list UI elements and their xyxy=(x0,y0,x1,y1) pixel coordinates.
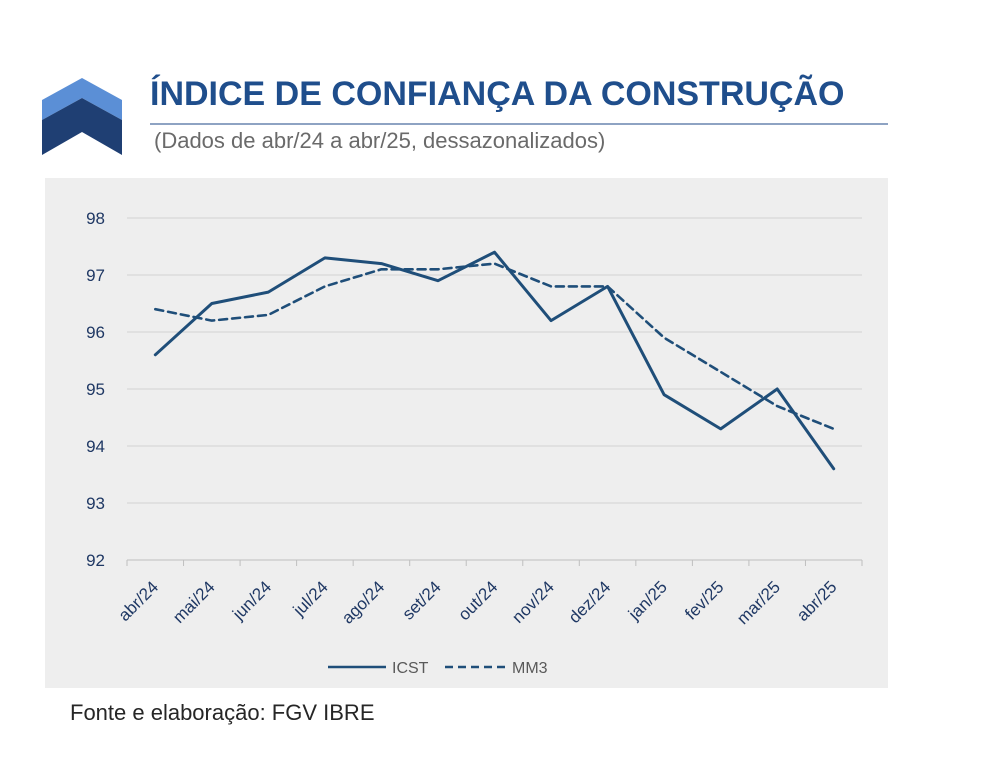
y-tick-label: 92 xyxy=(86,551,105,570)
y-tick-label: 93 xyxy=(86,494,105,513)
title-divider xyxy=(150,123,888,125)
x-tick-label: ago/24 xyxy=(338,577,388,627)
x-tick-label: set/24 xyxy=(399,577,445,623)
legend-label-icst: ICST xyxy=(392,660,429,677)
y-tick-label: 97 xyxy=(86,266,105,285)
x-tick-label: abr/24 xyxy=(115,577,163,625)
x-axis-labels: abr/24 mai/24 jun/24 jul/24 ago/24 set/24 out/… xyxy=(115,577,841,628)
x-tick-label: dez/24 xyxy=(565,577,615,627)
series-lines xyxy=(153,250,836,471)
series-line-mm3 xyxy=(154,262,835,431)
x-tick-label: fev/25 xyxy=(681,577,727,623)
chart-area: 92 93 94 95 96 97 98 abr/24 mai/24 jun/24 jul/24 a… xyxy=(45,178,888,688)
x-tick-label: nov/24 xyxy=(508,577,558,627)
y-tick-label: 98 xyxy=(86,209,105,228)
chevron-logo-icon xyxy=(42,78,122,156)
gridlines xyxy=(126,217,863,566)
x-tick-label: jun/24 xyxy=(228,577,275,624)
logo-dark-chevron xyxy=(42,98,122,155)
x-tick-label: jul/24 xyxy=(289,577,332,620)
y-tick-label: 95 xyxy=(86,380,105,399)
x-tick-label: mar/25 xyxy=(733,577,784,628)
y-tick-label: 96 xyxy=(86,323,105,342)
source-note: Fonte e elaboração: FGV IBRE xyxy=(70,700,375,725)
series-line-icst xyxy=(153,250,836,471)
x-tick-label: mai/24 xyxy=(169,577,219,627)
chart-subtitle: (Dados de abr/24 a abr/25, dessazonaliza… xyxy=(154,128,606,153)
logo-light-chevron xyxy=(42,78,122,120)
chart-title: ÍNDICE DE CONFIANÇA DA CONSTRUÇÃO xyxy=(150,75,845,113)
x-tick-label: out/24 xyxy=(454,577,501,624)
x-tick-label: jan/25 xyxy=(624,577,671,624)
legend: ICST MM3 xyxy=(328,660,548,677)
y-tick-label: 94 xyxy=(86,437,105,456)
x-tick-label: abr/25 xyxy=(793,577,841,625)
y-axis-labels: 92 93 94 95 96 97 98 xyxy=(86,209,105,570)
legend-label-mm3: MM3 xyxy=(512,660,548,677)
